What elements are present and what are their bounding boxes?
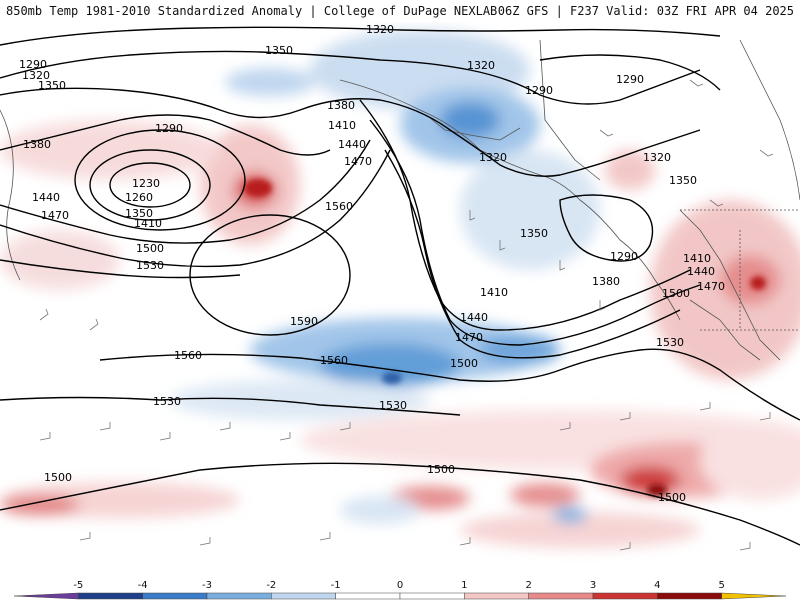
contour-label: 1350: [669, 174, 697, 187]
contour-label: 1470: [697, 280, 725, 293]
contour-label: 1410: [683, 252, 711, 265]
contour-label: 1500: [44, 471, 72, 484]
map-header: 850mb Temp 1981-2010 Standardized Anomal…: [0, 0, 800, 22]
contour-label: 1290: [616, 73, 644, 86]
colorbar-segment: [721, 592, 787, 600]
contour-label: 1530: [153, 395, 181, 408]
contour-label: 1560: [174, 349, 202, 362]
colorbar-tick-label: 4: [654, 580, 660, 591]
contour-label: 1380: [592, 275, 620, 288]
contour-label: 1290: [19, 58, 47, 71]
colorbar-tick-label: 2: [525, 580, 531, 591]
colorbar-tick-label: 0: [397, 580, 403, 591]
contour-label: 1410: [480, 286, 508, 299]
contour-label: 1560: [320, 354, 348, 367]
contour-label: 1350: [520, 227, 548, 240]
colorbar-tick-label: 3: [590, 580, 596, 591]
colorbar: -5 -4 -3 -2 -1 0 1 2 3 4 5: [0, 576, 800, 600]
colorbar-segment: [464, 592, 529, 600]
colorbar-segment: [335, 592, 401, 600]
contour-label: 1500: [427, 463, 455, 476]
contour-label: 1350: [265, 44, 293, 57]
contour-label: 1470: [455, 331, 483, 344]
colorbar-segment: [206, 592, 272, 600]
colorbar-tick-label: -1: [331, 580, 341, 591]
coastlines: [0, 39, 800, 361]
contour-label: 1470: [344, 155, 372, 168]
contour-label: 1350: [38, 79, 66, 92]
contour-label: 1380: [327, 99, 355, 112]
contour-label: 1440: [687, 265, 715, 278]
colorbar-tick-label: 1: [461, 580, 467, 591]
colorbar-tick-label: -2: [266, 580, 276, 591]
colorbar-tick-label: -3: [202, 580, 212, 591]
colorbar-segment: [657, 592, 722, 600]
contour-label: 1500: [450, 357, 478, 370]
anomaly-map: 1320135012901320135013201290129013801410…: [0, 22, 800, 576]
colorbar-segment: [399, 592, 465, 600]
contour-label: 1410: [328, 119, 356, 132]
contour-label: 1320: [479, 151, 507, 164]
map-title: 850mb Temp 1981-2010 Standardized Anomal…: [6, 4, 498, 18]
colorbar-segment: [13, 592, 79, 600]
contour-label: 1440: [32, 191, 60, 204]
contour-label: 1560: [325, 200, 353, 213]
contour-label: 1530: [136, 259, 164, 272]
contour-label: 1590: [290, 315, 318, 328]
contour-label: 1290: [610, 250, 638, 263]
colorbar-segment: [142, 592, 208, 600]
contour-label: 1500: [136, 242, 164, 255]
contour-label: 1500: [658, 491, 686, 504]
wind-barbs: [39, 79, 774, 551]
contour-label: 1320: [467, 59, 495, 72]
colorbar-tick-label: -4: [138, 580, 148, 591]
contour-label: 1290: [525, 84, 553, 97]
colorbar-segment: [528, 592, 594, 600]
contour-label: 1260: [125, 191, 153, 204]
contour-label: 1440: [338, 138, 366, 151]
model-run-info: 06Z GFS | F237 Valid: 03Z FRI APR 04 202…: [497, 4, 794, 18]
contour-label: 1530: [379, 399, 407, 412]
contour-label: 1350: [125, 207, 153, 220]
colorbar-segment: [78, 592, 143, 600]
contour-label: 1230: [132, 177, 160, 190]
contour-label: 1410: [134, 217, 162, 230]
contour-label: 1440: [460, 311, 488, 324]
contour-label: 1380: [23, 138, 51, 151]
contour-label: 1500: [662, 287, 690, 300]
contour-label: 1320: [643, 151, 671, 164]
contour-label: 1320: [22, 69, 50, 82]
contour-label: 1290: [155, 122, 183, 135]
colorbar-tick-label: 5: [718, 580, 724, 591]
contour-labels: 1320135012901320135013201290129013801410…: [19, 23, 725, 504]
anomaly-core-shading: [244, 179, 766, 496]
colorbar-tick-label: -5: [73, 580, 83, 591]
contour-label: 1320: [366, 23, 394, 36]
colorbar-segment: [592, 592, 658, 600]
colorbar-segment: [271, 592, 336, 600]
contour-label: 1530: [656, 336, 684, 349]
contour-label: 1470: [41, 209, 69, 222]
height-contours: [0, 26, 800, 546]
